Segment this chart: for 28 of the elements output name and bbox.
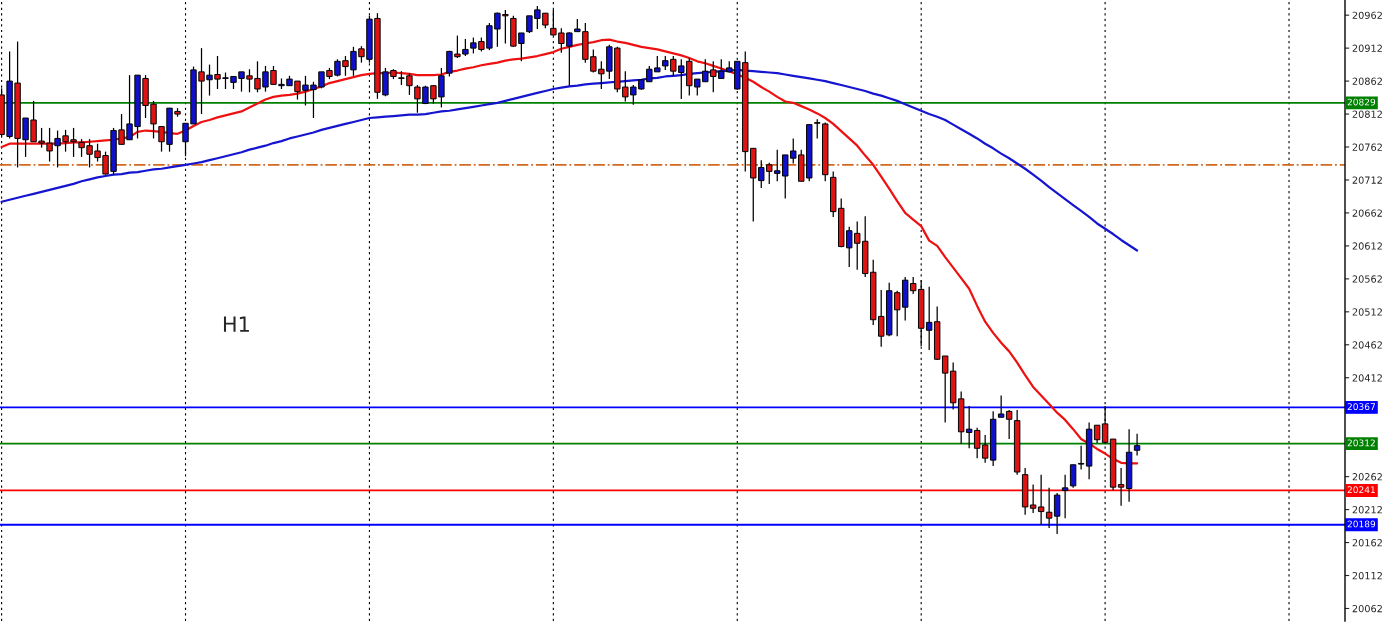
y-tick-label: 20512	[1352, 308, 1382, 316]
y-tick-label: 20562	[1352, 275, 1382, 283]
y-tick-label: 20062	[1352, 604, 1382, 613]
y-tick-label: 20662	[1352, 209, 1382, 217]
y-tick-label: 20612	[1352, 242, 1382, 250]
y-tick-label: 20712	[1352, 176, 1382, 184]
y-tick-label: 20412	[1352, 374, 1382, 382]
candlestick	[1117, 467, 1125, 507]
candlestick	[1069, 464, 1077, 489]
y-tick-label: 20812	[1352, 110, 1382, 118]
y-tick-label: 20212	[1352, 506, 1382, 514]
annotation: H1	[223, 316, 249, 332]
ref-line-label: 20829	[1347, 98, 1376, 106]
candlestick	[1133, 433, 1141, 457]
y-tick-label: 20962	[1352, 11, 1382, 19]
y-tick-label: 20112	[1352, 571, 1382, 580]
y-tick-label: 20912	[1352, 44, 1382, 52]
y-tick-label: 20862	[1352, 77, 1382, 85]
ref-line-label: 20241	[1347, 486, 1375, 494]
ref-line-label: 20367	[1347, 403, 1375, 411]
y-tick-label: 20162	[1352, 539, 1382, 547]
candlestick	[1077, 445, 1085, 471]
ref-line-label: 20312	[1347, 439, 1375, 447]
y-tick-label: 20462	[1352, 341, 1382, 349]
candlestick	[1061, 474, 1069, 519]
ref-line-label: 20189	[1347, 520, 1376, 528]
y-tick-label: 20262	[1352, 473, 1382, 481]
y-tick-label: 20762	[1352, 143, 1382, 151]
